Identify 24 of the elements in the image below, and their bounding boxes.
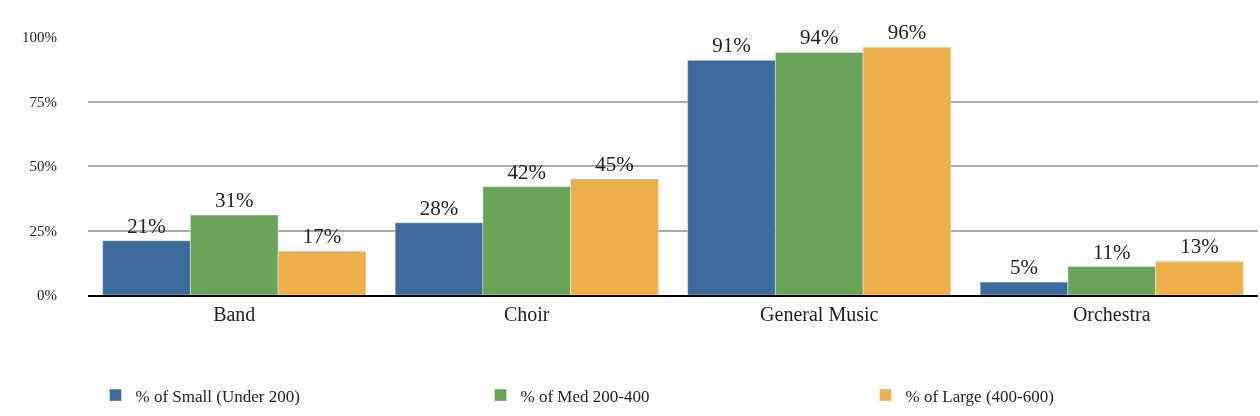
legend-label: % of Small (Under 200) — [135, 386, 300, 406]
x-tick-label: General Music — [760, 303, 879, 325]
text: 11% — [1092, 239, 1131, 264]
x-tick-label: Choir — [503, 303, 550, 325]
text: 28% — [419, 195, 459, 220]
text: 94% — [800, 25, 839, 50]
x-tick-label: Band — [213, 303, 256, 325]
y-tick-label: 100% — [22, 29, 57, 46]
text: 5% — [1010, 255, 1038, 280]
x-tick-label: Orchestra — [1072, 303, 1151, 325]
text: 31% — [215, 188, 254, 213]
text: 96% — [887, 20, 927, 45]
text: 42% — [507, 159, 547, 184]
text: 21% — [127, 213, 166, 238]
y-tick-label: 75% — [29, 93, 57, 110]
legend-label: % of Med 200-400 — [520, 386, 650, 406]
y-tick-label: 50% — [29, 158, 57, 175]
text: 13% — [1180, 234, 1219, 259]
text: 17% — [302, 224, 342, 249]
legend-label: % of Large (400-600) — [905, 386, 1054, 406]
text: 45% — [595, 151, 634, 176]
y-tick-label: 0% — [37, 287, 57, 304]
y-tick-label: 25% — [29, 222, 57, 239]
text: 91% — [712, 33, 751, 58]
